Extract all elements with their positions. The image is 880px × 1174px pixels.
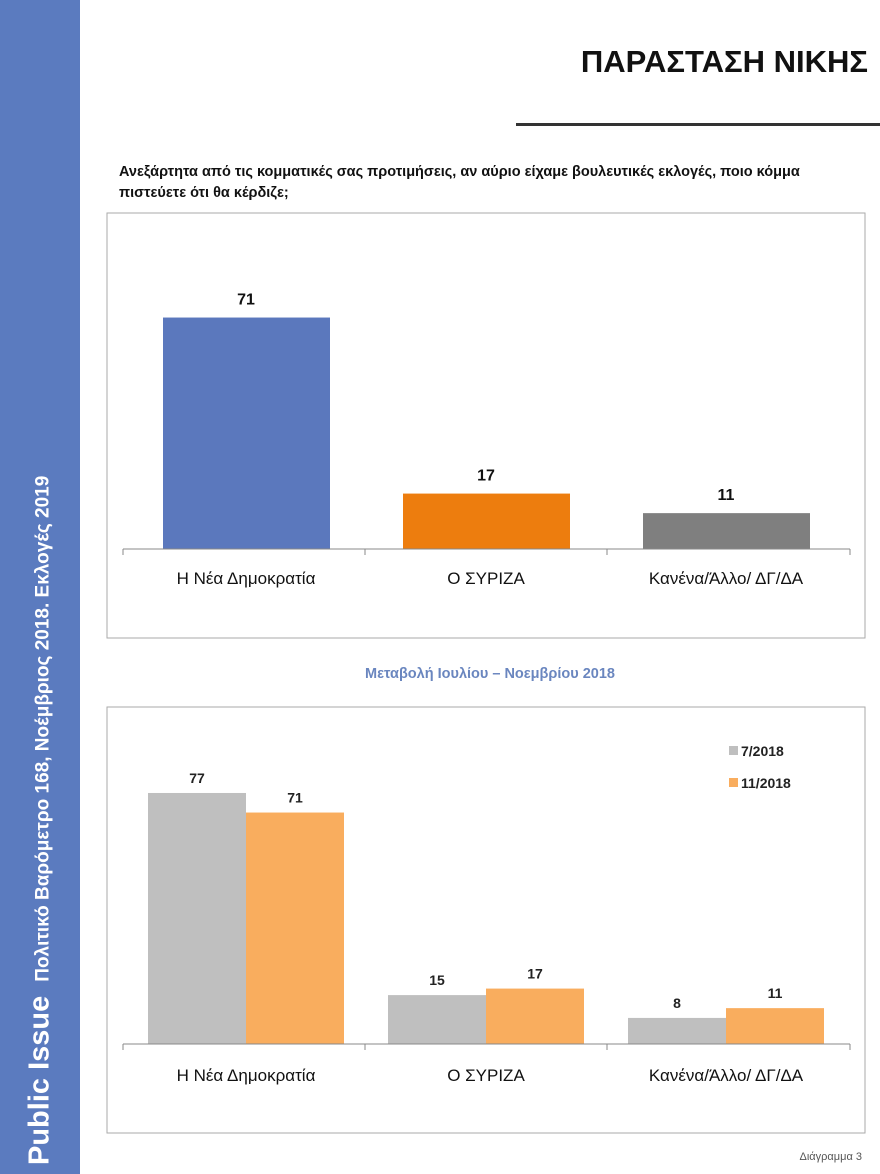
chart2-category-label: Κανένα/Άλλο/ ΔΓ/ΔΑ [649,1066,804,1085]
chart2-data-label: 17 [527,966,543,982]
chart2-bar [726,1008,824,1044]
chart1-category-label: Η Νέα Δημοκρατία [177,569,316,588]
chart2-subtitle: Μεταβολή Ιουλίου – Νοεμβρίου 2018 [365,666,615,682]
chart2-data-label: 71 [287,790,303,806]
chart1-data-label: 11 [718,487,735,504]
chart1-data-label: 71 [237,292,255,309]
chart2-frame [106,706,866,1134]
question-text: Ανεξάρτητα από τις κομματικές σας προτιμ… [119,164,800,201]
chart1-category-label: Κανένα/Άλλο/ ΔΓ/ΔΑ [649,569,804,588]
chart1-category-label: Ο ΣΥΡΙΖΑ [447,569,525,588]
sidebar: Public IssueΠολιτικό Βαρόμετρο 168, Νοέμ… [0,0,80,1174]
chart1-frame [106,212,866,639]
legend-swatch [729,778,738,787]
chart1-bar [643,513,810,549]
chart1-bar [403,493,570,549]
page-title: ΠΑΡΑΣΤΑΣΗ ΝΙΚΗΣ [580,44,868,79]
footer-label: Διάγραμμα 3 [799,1151,862,1163]
legend-swatch [729,746,738,755]
chart1-data-label: 17 [477,468,495,485]
legend-label: 7/2018 [741,743,784,759]
chart2-category-label: Η Νέα Δημοκρατία [177,1066,316,1085]
legend-label: 11/2018 [741,775,791,791]
chart2-category-label: Ο ΣΥΡΙΖΑ [447,1066,525,1085]
chart2-bar [486,988,584,1044]
chart2-data-label: 11 [768,985,783,1001]
chart2-bar [246,812,344,1044]
chart2-data-label: 15 [429,972,445,988]
chart2-data-label: 8 [673,995,681,1011]
chart2-data-label: 77 [189,770,205,786]
chart2-bar [628,1017,726,1044]
chart2-bar [148,792,246,1044]
chart1-bar [163,317,330,549]
chart2-bar [388,995,486,1044]
title-divider [516,123,880,126]
